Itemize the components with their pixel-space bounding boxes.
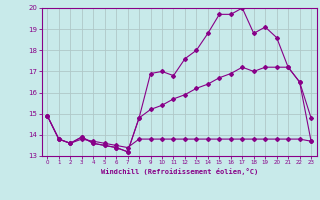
X-axis label: Windchill (Refroidissement éolien,°C): Windchill (Refroidissement éolien,°C): [100, 168, 258, 175]
